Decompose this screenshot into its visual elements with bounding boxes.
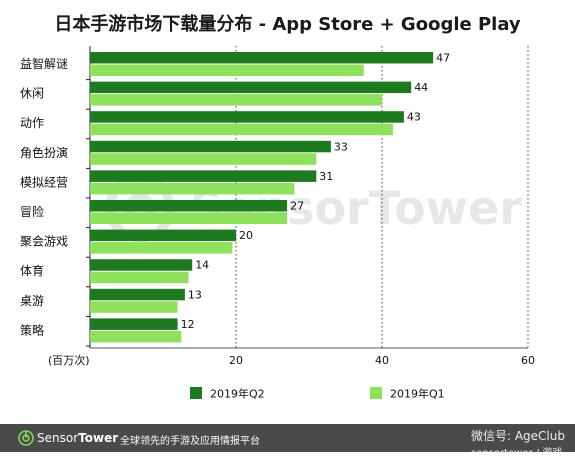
- bar-q1: [90, 182, 295, 195]
- bar-q2: [90, 52, 434, 64]
- bar-q1: [90, 301, 178, 313]
- bar-q2: [90, 170, 317, 182]
- bar-q1: [90, 330, 182, 343]
- bar-q2: [90, 288, 185, 301]
- footer-wechat-id: 微信号: AgeClub: [470, 429, 565, 443]
- data-label-q2: 20: [239, 229, 253, 242]
- category-label: 体育: [20, 263, 44, 278]
- bar-q2: [90, 81, 412, 94]
- category-label: 益智解谜: [20, 56, 68, 71]
- bar-q2: [90, 229, 236, 242]
- data-label-q2: 43: [407, 111, 421, 124]
- footer-tagline: 全球领先的手游及应用情报平台: [120, 436, 260, 447]
- data-label-q2: 33: [334, 140, 348, 153]
- category-label: 角色扮演: [20, 145, 68, 160]
- bar-q1: [90, 64, 364, 76]
- data-label-q2: 31: [319, 170, 333, 183]
- sensortower-logo-icon: [18, 430, 34, 446]
- category-label: 聚会游戏: [20, 235, 68, 249]
- bar-q1: [90, 271, 189, 284]
- category-label: 动作: [20, 116, 44, 130]
- bar-q2: [90, 259, 193, 271]
- bar-q1: [90, 212, 288, 224]
- category-label: 桌游: [20, 294, 44, 308]
- legend-label-q2: 2019年Q2: [210, 387, 265, 401]
- footer-brand-prefix: Sensor: [37, 431, 79, 445]
- bar-q1: [90, 123, 393, 136]
- footer-wechat-sub: sensortower / 游戏: [470, 448, 563, 459]
- legend-swatch-q1: [370, 387, 382, 399]
- chart-title: 日本手游市场下载量分布 - App Store + Google Play: [54, 14, 521, 35]
- bar-q2: [90, 140, 331, 153]
- bar-q1: [90, 242, 233, 254]
- x-axis-label: (百万次): [48, 353, 90, 367]
- footer-bar: SensorTower 全球领先的手游及应用情报平台 微信号: AgeClub s…: [0, 424, 575, 459]
- category-label: 冒险: [20, 204, 44, 219]
- bar-q2: [90, 200, 288, 212]
- data-label-q2: 12: [181, 318, 195, 331]
- bar-q2: [90, 318, 178, 330]
- legend-label-q1: 2019年Q1: [390, 387, 445, 401]
- category-label: 休闲: [20, 87, 44, 101]
- data-label-q2: 44: [414, 81, 428, 94]
- x-tick-label: 40: [375, 354, 389, 367]
- footer-wechat: 微信号: AgeClub sensortower / 游戏: [471, 427, 565, 459]
- data-label-q2: 13: [188, 288, 202, 301]
- x-tick-label: 20: [229, 354, 243, 367]
- category-label: 策略: [20, 322, 44, 337]
- footer-brand-suffix: Tower: [78, 431, 119, 445]
- footer-brand: SensorTower: [37, 431, 118, 445]
- category-label: 模拟经营: [20, 175, 68, 189]
- data-label-q2: 47: [436, 52, 450, 65]
- bar-q2: [90, 111, 404, 123]
- legend-swatch-q2: [190, 387, 202, 399]
- bar-q1: [90, 153, 317, 165]
- x-tick-label: 60: [521, 354, 535, 367]
- bar-q1: [90, 94, 382, 106]
- data-label-q2: 14: [195, 259, 209, 272]
- data-label-q2: 27: [290, 200, 304, 213]
